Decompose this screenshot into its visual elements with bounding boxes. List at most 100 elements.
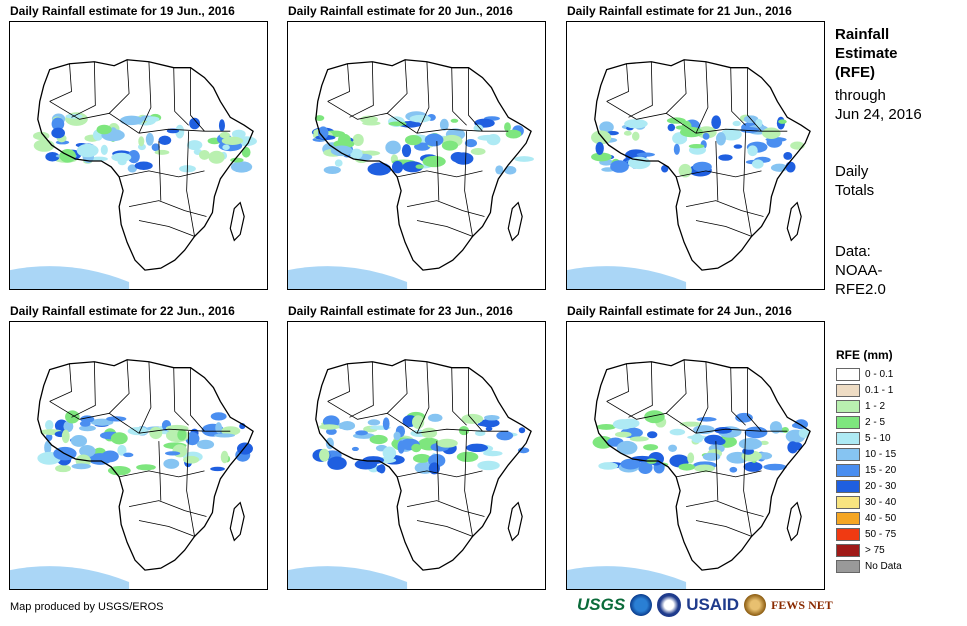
rainfall-area [624,119,648,128]
legend-swatch [836,528,860,541]
rainfall-area [138,136,144,146]
rainfall-area [763,464,786,471]
rainfall-area [466,444,488,452]
country-border [417,220,473,236]
rainfall-area [729,467,737,473]
country-border [607,364,629,402]
country-border [387,360,407,414]
sidebar-title-line: (RFE) [835,63,898,82]
panel-title-2: Daily Rainfall estimate for 20 Jun., 201… [288,4,513,18]
rainfall-area [402,144,411,157]
legend-item: 20 - 30 [836,478,902,494]
sidebar-title: Rainfall Estimate (RFE) [835,25,898,82]
rainfall-area [596,142,604,155]
rainfall-area [733,121,741,126]
legend-swatch [836,432,860,445]
country-border [50,64,72,102]
rainfall-area [440,119,449,131]
rainfall-area [421,428,437,439]
rainfall-area [155,150,170,155]
rainfall-area [197,440,214,449]
legend-label: 30 - 40 [865,497,896,508]
rainfall-area [410,115,431,123]
rainfall-area [610,160,629,173]
legend-swatch [836,384,860,397]
country-border [629,62,653,118]
legend-item: 0 - 0.1 [836,366,902,382]
rainfall-area [331,145,353,156]
map-panel-1 [9,21,268,290]
map-credit: Map produced by USGS/EROS [10,601,163,613]
rainfall-area [101,451,118,463]
rainfall-area [643,444,658,450]
rainfall-area [220,132,230,138]
rainfall-area [394,432,401,441]
rainfall-area [183,456,199,464]
rainfall-area [483,451,502,457]
rainfall-area [668,445,677,452]
rainfall-area [327,457,346,470]
legend-label: 40 - 50 [865,513,896,524]
rainfall-area [222,145,229,151]
legend-label: > 75 [865,545,885,556]
country-border [452,68,467,126]
legend-swatch [836,496,860,509]
panel-title-5: Daily Rainfall estimate for 23 Jun., 201… [288,304,513,318]
africa-map [10,22,267,289]
rainfall-area [370,435,388,444]
rainfall-area [670,429,686,436]
rainfall-area [514,156,534,162]
rainfall-area [71,435,87,447]
rainfall-area [739,438,762,450]
map-panel-6 [566,321,825,590]
africa-map [288,22,545,289]
country-border [109,60,129,114]
rainfall-area [208,151,224,164]
country-border [129,201,206,217]
legend-label: 0 - 0.1 [865,369,893,380]
map-panel-3 [566,21,825,290]
rainfall-area [519,427,525,433]
rainfall-area [159,136,172,145]
rainfall-area [335,159,343,166]
rainfall-area [135,162,153,171]
rainfall-area [219,119,225,131]
rainfall-area [96,125,111,135]
legend-title: RFE (mm) [836,348,893,362]
country-border [437,141,439,201]
rainfall-area [637,153,655,157]
country-border [666,360,686,414]
rainfall-area [465,139,477,147]
panel-title-1: Daily Rainfall estimate for 19 Jun., 201… [10,4,235,18]
rainfall-area [703,133,710,140]
rainfall-area [231,161,252,172]
legend-label: 1 - 2 [865,401,885,412]
legend-item: 10 - 15 [836,446,902,462]
rainfall-area [762,128,781,139]
ocean-rainfall-band [567,566,686,589]
madagascar-outline [230,203,244,241]
rainfall-area [630,436,649,441]
rainfall-area [123,453,133,458]
africa-map [10,322,267,589]
country-border [129,501,206,517]
country-border [109,360,129,414]
country-border [139,362,151,433]
panel-title-6: Daily Rainfall estimate for 24 Jun., 201… [567,304,792,318]
rainfall-area [120,116,143,125]
country-border [716,141,718,201]
rainfall-area [674,144,680,155]
rainfall-area [177,429,186,440]
rainfall-area [355,430,368,435]
fews-globe-icon [744,594,766,616]
legend-item: 15 - 20 [836,462,902,478]
ocean-rainfall-band [288,566,407,589]
logo-strip: USGS USAID FEWS NET [577,593,833,617]
rainfall-area [388,121,406,126]
legend-label: 2 - 5 [865,417,885,428]
rainfall-area [118,158,127,165]
rainfall-area [187,140,202,150]
legend-swatch [836,480,860,493]
rainfall-area [199,150,210,160]
rainfall-area [598,462,618,470]
